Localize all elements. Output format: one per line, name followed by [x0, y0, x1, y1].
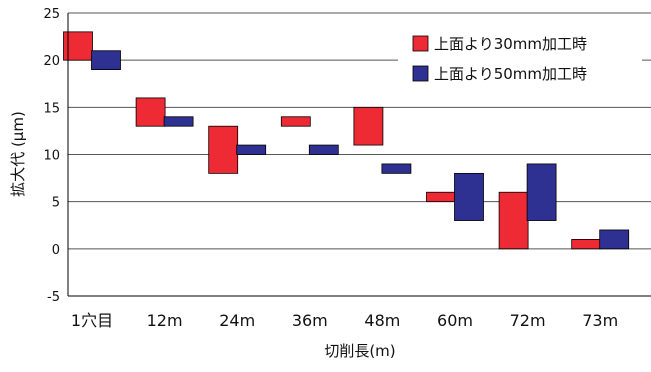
y-tick-label: 0	[52, 243, 60, 258]
y-tick-label: 10	[43, 149, 60, 164]
bars	[63, 31, 630, 250]
x-category-label: 73m	[582, 311, 618, 330]
bar-series-1	[135, 97, 166, 127]
bar-series-2	[163, 116, 194, 127]
legend-background	[398, 28, 642, 90]
bar-series-1	[280, 116, 311, 127]
bar-series-2	[236, 144, 267, 155]
x-category-label: 1穴目	[71, 311, 113, 330]
legend-label-series-1: 上面より30mm加工時	[434, 35, 587, 53]
bar-series-1	[571, 238, 602, 250]
x-axis-title: 切削長(m)	[324, 342, 395, 360]
legend-label-series-2: 上面より50mm加工時	[434, 65, 587, 83]
x-category-label: 60m	[437, 311, 473, 330]
y-tick-label: 20	[43, 54, 60, 69]
legend-swatch-series-1	[412, 35, 429, 52]
y-tick-labels: -5 0 5 10 15 20 25	[43, 7, 60, 305]
y-tick-label: 15	[43, 101, 60, 116]
bar-series-1	[353, 106, 384, 146]
y-tick-label: 25	[43, 7, 60, 22]
bar-series-1	[426, 191, 456, 203]
x-category-label: 12m	[147, 311, 183, 330]
bar-series-2	[381, 163, 412, 174]
x-category-label: 72m	[510, 311, 546, 330]
bar-series-2	[526, 163, 557, 221]
y-tick-label: 5	[52, 196, 60, 211]
x-category-label: 36m	[292, 311, 328, 330]
bar-series-2	[91, 50, 121, 71]
x-category-label: 24m	[219, 311, 255, 330]
y-tick-label: -5	[47, 290, 60, 305]
bar-series-1	[498, 191, 529, 250]
bar-series-2	[308, 144, 339, 155]
bar-series-2	[599, 229, 630, 250]
bar-series-2	[454, 172, 484, 221]
x-category-labels: 1穴目 12m 24m 36m 48m 60m 72m 73m	[71, 311, 618, 330]
x-category-label: 48m	[364, 311, 400, 330]
y-axis-title: 拡大代 (μm)	[9, 111, 27, 197]
legend-swatch-series-2	[412, 65, 429, 82]
bar-series-1	[208, 125, 239, 174]
